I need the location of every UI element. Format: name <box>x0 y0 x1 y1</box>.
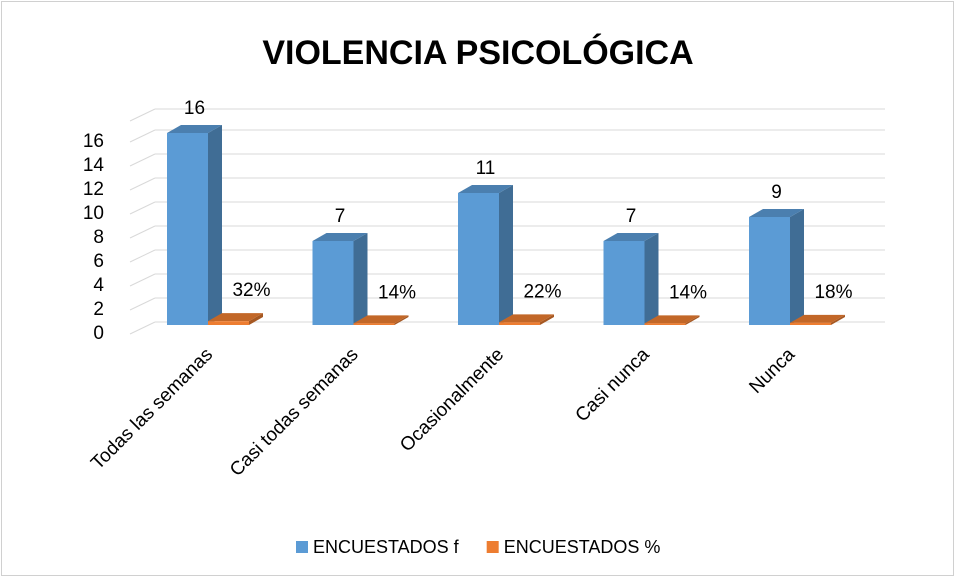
y-tick-label: 10 <box>83 203 104 224</box>
bar-side <box>499 185 513 325</box>
bar-side <box>790 209 804 325</box>
y-tick-label: 4 <box>93 275 104 296</box>
data-label: 7 <box>335 206 346 227</box>
data-label: 14% <box>378 282 416 303</box>
data-label: 14% <box>669 282 707 303</box>
bar-top <box>749 209 804 217</box>
legend-label: ENCUESTADOS % <box>504 537 661 557</box>
bar <box>353 323 395 325</box>
bar-side <box>353 233 368 325</box>
grid-line <box>129 225 156 239</box>
grid-line <box>129 201 156 215</box>
bar <box>749 217 790 325</box>
bar-top <box>499 314 554 323</box>
bar <box>312 241 354 325</box>
data-label: 16 <box>184 98 205 119</box>
y-tick-label: 16 <box>83 131 104 152</box>
grid-line <box>129 177 156 191</box>
bar <box>167 133 208 325</box>
chart-title: VIOLENCIA PSICOLÓGICA <box>262 34 693 72</box>
wall-top <box>129 108 156 122</box>
bar-side <box>540 314 554 325</box>
grid-line <box>129 297 156 311</box>
bar-top <box>312 233 368 241</box>
y-tick-label: 0 <box>93 323 104 344</box>
bar-side <box>394 315 409 325</box>
y-tick-label: 2 <box>93 299 104 320</box>
grid-line <box>129 129 156 143</box>
bar-top <box>603 233 659 241</box>
data-label: 22% <box>523 281 561 302</box>
bar-top <box>167 125 222 133</box>
grid-line <box>129 273 156 287</box>
y-tick-label: 6 <box>93 251 104 272</box>
legend-label: ENCUESTADOS f <box>313 537 460 557</box>
bar-top <box>458 185 513 193</box>
data-label: 7 <box>626 206 637 227</box>
bar <box>458 193 499 325</box>
bar <box>790 322 831 325</box>
bar-side <box>644 233 659 325</box>
bar-side <box>831 314 845 325</box>
data-label: 9 <box>771 182 782 203</box>
bar-top <box>208 313 263 322</box>
bar <box>603 241 645 325</box>
bar <box>644 323 686 325</box>
data-label: 18% <box>814 282 852 303</box>
y-tick-label: 12 <box>83 179 104 200</box>
bar-top <box>644 315 700 324</box>
data-label: 11 <box>476 158 496 179</box>
bar-side <box>249 313 263 325</box>
y-tick-label: 8 <box>93 227 104 248</box>
y-tick-label: 14 <box>83 155 105 176</box>
bar-top <box>353 315 409 324</box>
legend-swatch <box>486 541 499 553</box>
bar-top <box>790 314 845 323</box>
bar <box>499 322 540 325</box>
grid-line <box>129 153 156 167</box>
grid-line <box>129 249 156 263</box>
data-label: 32% <box>232 280 270 301</box>
bar <box>208 321 249 325</box>
bar-side <box>208 125 222 325</box>
bar-side <box>685 315 700 325</box>
legend-swatch <box>296 541 308 553</box>
grid-line <box>129 321 156 335</box>
